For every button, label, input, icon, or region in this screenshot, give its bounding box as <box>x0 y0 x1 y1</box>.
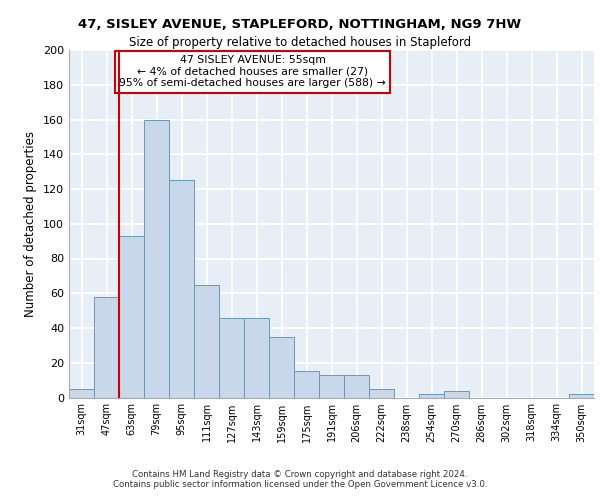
Bar <box>419 394 444 398</box>
Bar <box>94 296 119 398</box>
Bar <box>194 284 219 398</box>
Text: 47, SISLEY AVENUE, STAPLEFORD, NOTTINGHAM, NG9 7HW: 47, SISLEY AVENUE, STAPLEFORD, NOTTINGHA… <box>79 18 521 30</box>
Bar <box>169 180 194 398</box>
Bar <box>144 120 169 398</box>
Bar <box>244 318 269 398</box>
Text: Contains HM Land Registry data © Crown copyright and database right 2024.
Contai: Contains HM Land Registry data © Crown c… <box>113 470 487 489</box>
Text: 47 SISLEY AVENUE: 55sqm
← 4% of detached houses are smaller (27)
95% of semi-det: 47 SISLEY AVENUE: 55sqm ← 4% of detached… <box>119 55 386 88</box>
Bar <box>219 318 244 398</box>
Bar <box>344 375 369 398</box>
Text: Size of property relative to detached houses in Stapleford: Size of property relative to detached ho… <box>129 36 471 49</box>
Bar <box>319 375 344 398</box>
Bar <box>569 394 594 398</box>
Bar <box>119 236 144 398</box>
Bar <box>369 389 394 398</box>
Bar <box>444 390 469 398</box>
Bar <box>269 336 294 398</box>
Y-axis label: Number of detached properties: Number of detached properties <box>25 130 37 317</box>
Bar <box>69 389 94 398</box>
Bar <box>294 372 319 398</box>
